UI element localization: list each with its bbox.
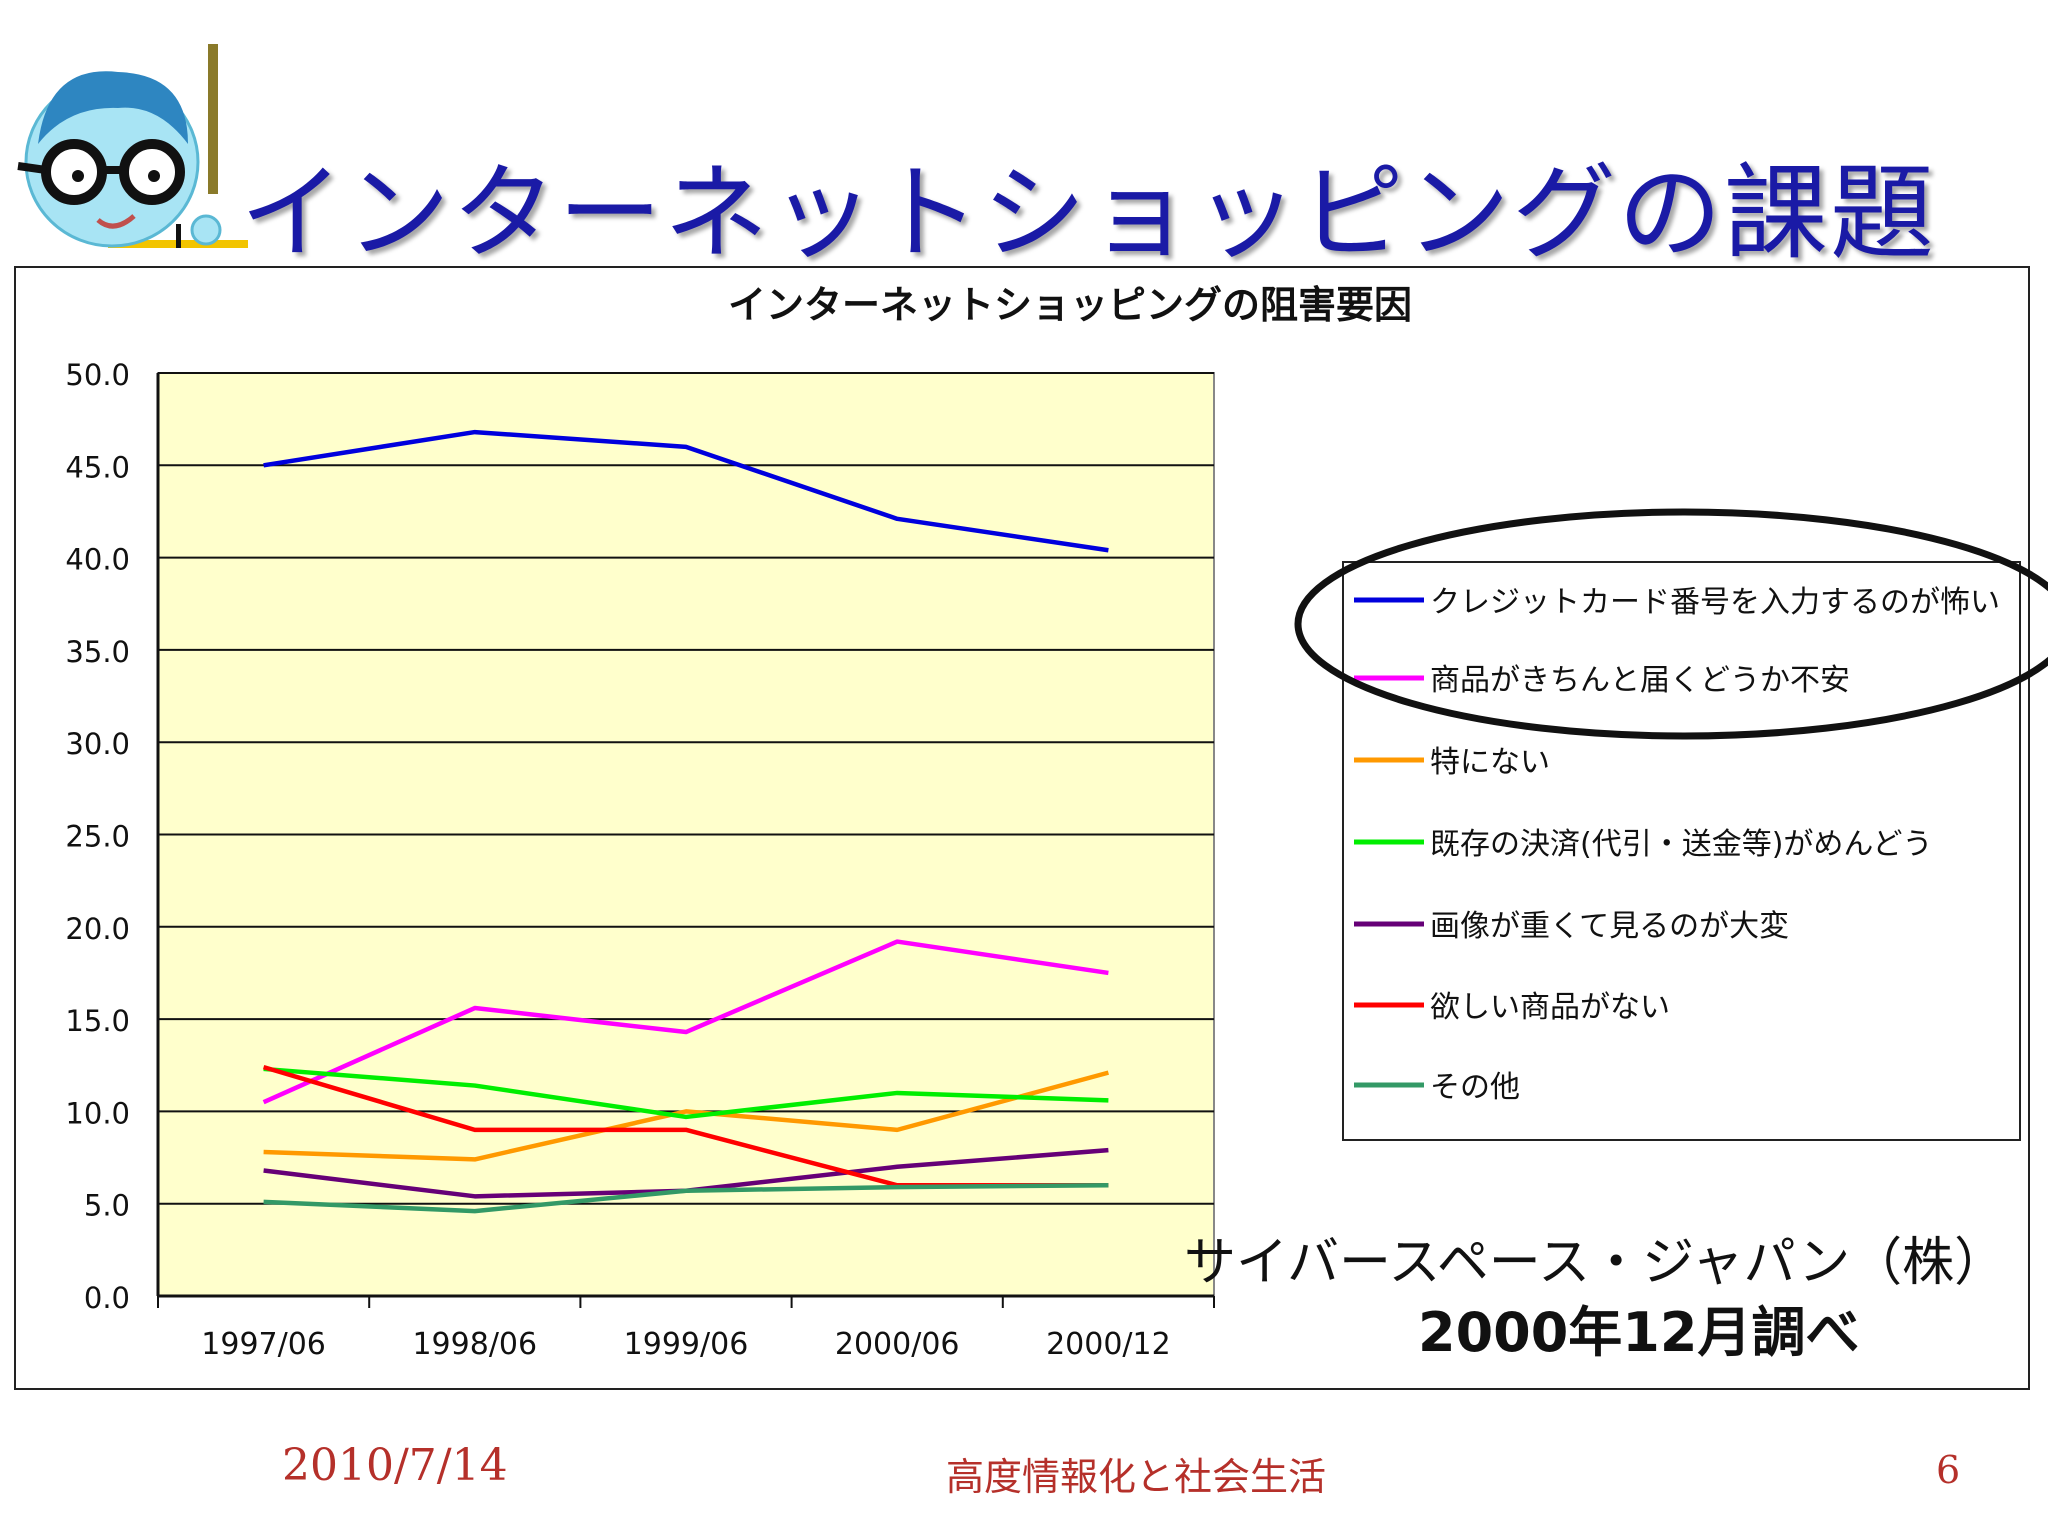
x-tick-label: 1998/06 (412, 1327, 537, 1362)
legend-label-5: 欲しい商品がない (1430, 990, 1670, 1025)
y-tick-label: 30.0 (65, 727, 130, 761)
page-number: 6 (1936, 1448, 1961, 1492)
legend-label-4: 画像が重くて見るのが大変 (1430, 909, 1789, 944)
legend-label-3: 既存の決済(代引・送金等)がめんどう (1430, 827, 1933, 862)
y-tick-label: 45.0 (65, 450, 130, 484)
series-line-2 (263, 1070, 1109, 1162)
x-tick-label: 1997/06 (201, 1327, 326, 1362)
x-tick-label: 1999/06 (624, 1327, 749, 1362)
legend-label-2: 特にない (1430, 745, 1550, 780)
y-tick-label: 25.0 (65, 820, 130, 854)
series-line-6 (263, 1182, 1109, 1214)
y-tick-label: 15.0 (65, 1004, 130, 1038)
footer-course-title: 高度情報化と社会生活 (946, 1455, 1327, 1499)
slide-title: インターネットショッピングの課題 (240, 152, 1937, 274)
highlight-ellipse (1294, 508, 2048, 740)
y-tick-label: 0.0 (84, 1281, 130, 1315)
y-tick-label: 40.0 (65, 543, 130, 577)
legend-label-0: クレジットカード番号を入力するのが怖い (1430, 585, 2000, 620)
x-tick-label: 2000/06 (835, 1327, 960, 1362)
y-tick-label: 50.0 (65, 358, 130, 392)
y-tick-label: 5.0 (84, 1189, 130, 1223)
chart-title: インターネットショッピングの阻害要因 (728, 283, 1412, 327)
teacher-mascot-icon (17, 44, 248, 248)
source-date: 2000年12月調べ (1418, 1301, 1860, 1364)
y-tick-label: 35.0 (65, 635, 130, 669)
series-line-0 (263, 429, 1109, 553)
x-tick-label: 2000/12 (1046, 1327, 1171, 1362)
series-line-1 (262, 939, 1109, 1105)
series-line-3 (263, 1066, 1109, 1120)
legend-label-6: その他 (1430, 1070, 1520, 1105)
footer-date: 2010/7/14 (282, 1440, 508, 1491)
y-tick-label: 10.0 (65, 1096, 130, 1130)
source-company: サイバースペース・ジャパン（株） (1184, 1233, 2007, 1293)
y-tick-label: 20.0 (65, 912, 130, 946)
legend-box (1342, 561, 2021, 1141)
legend-label-1: 商品がきちんと届くどうか不安 (1430, 663, 1850, 698)
